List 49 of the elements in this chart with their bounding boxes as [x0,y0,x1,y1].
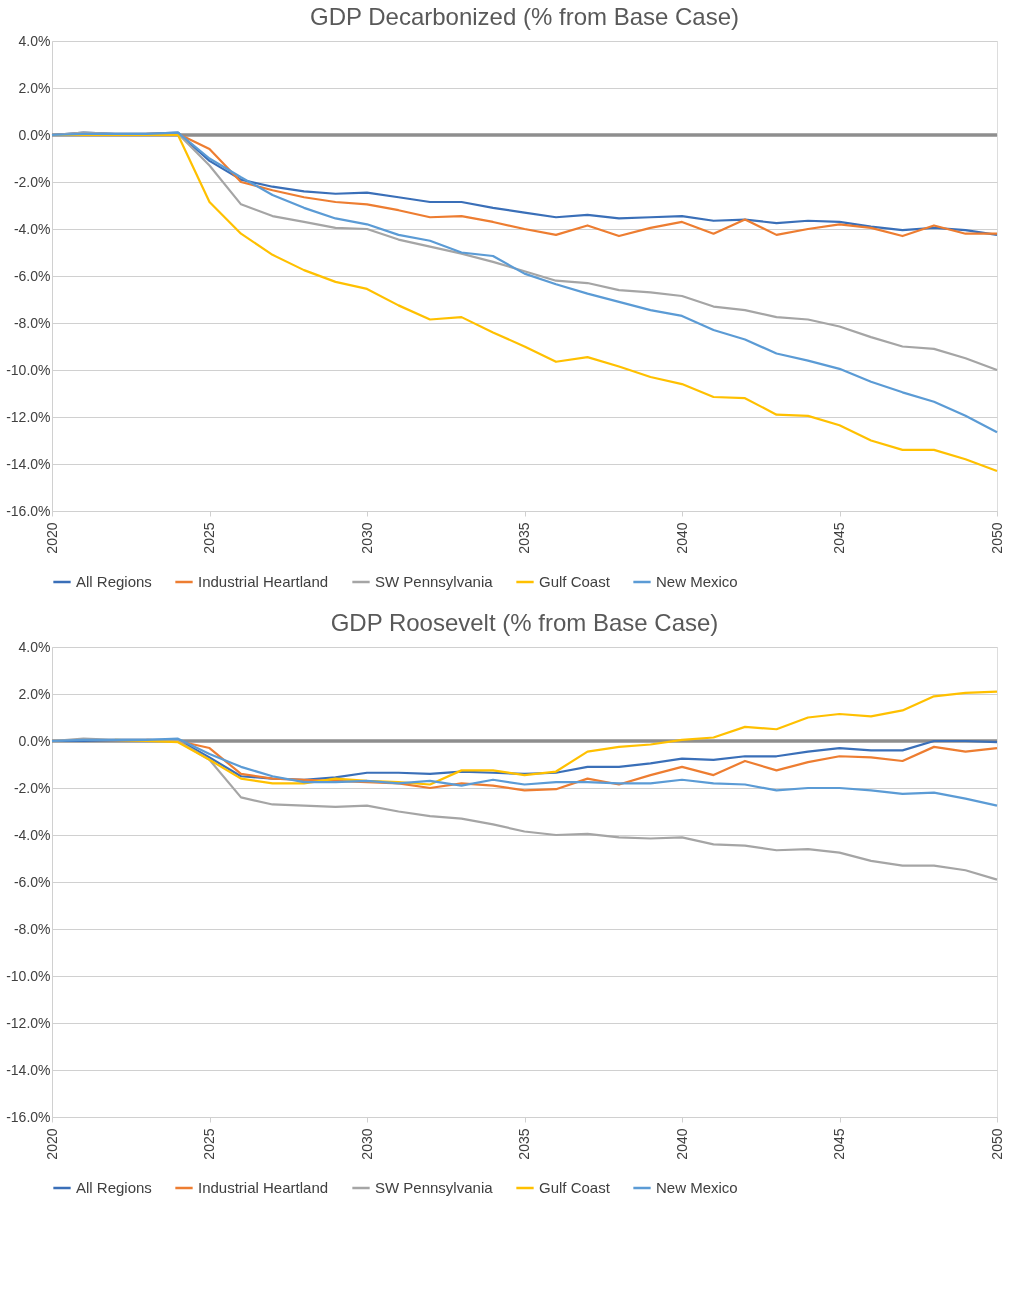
x-tick-label: 2020 [43,1128,60,1160]
y-tick-label: -16.0% [6,1108,51,1125]
y-tick-label: -14.0% [6,1061,51,1078]
legend-label: Industrial Heartland [198,1179,329,1196]
chart-title: GDP Roosevelt (% from Base Case) [330,609,719,636]
y-tick-label: 4.0% [18,638,51,655]
chart-title: GDP Decarbonized (% from Base Case) [309,3,740,30]
x-tick-label: 2025 [201,522,217,554]
x-tick-label: 2030 [358,1128,375,1160]
y-tick-label: -14.0% [6,455,51,472]
y-tick-label: -10.0% [6,967,51,984]
legend-label: Industrial Heartland [198,573,329,590]
y-tick-label: -12.0% [6,1014,51,1031]
y-tick-label: -8.0% [13,314,51,331]
y-tick-label: -10.0% [6,361,51,378]
x-tick-label: 2040 [673,1128,690,1160]
legend-label: New Mexico [656,1179,738,1196]
y-tick-label: -8.0% [13,920,51,937]
y-tick-label: -6.0% [13,873,51,890]
y-tick-label: -2.0% [13,173,51,190]
y-tick-label: -6.0% [13,267,51,284]
x-tick-label: 2040 [673,522,690,554]
line-series [50,737,999,807]
legend-label: SW Pennsylvania [375,1179,494,1196]
x-tick-label: 2035 [516,1128,532,1160]
x-tick-label: 2045 [831,522,847,554]
legend-label: New Mexico [656,573,738,590]
x-tick-label: 2050 [988,522,1005,554]
y-tick-label: -2.0% [13,779,51,796]
y-tick-label: -4.0% [13,826,51,843]
y-tick-label: -16.0% [6,502,51,519]
x-tick-label: 2045 [831,1128,847,1160]
y-tick-label: 0.0% [18,732,51,749]
legend-label: Gulf Coast [539,1179,611,1196]
y-tick-label: 2.0% [18,685,51,702]
y-tick-label: -12.0% [6,408,51,425]
x-tick-label: 2020 [43,522,60,554]
legend-label: All Regions [76,573,152,590]
legend-label: Gulf Coast [539,573,611,590]
y-tick-label: 0.0% [18,126,51,143]
y-tick-label: 2.0% [18,79,51,96]
x-tick-label: 2025 [201,1128,217,1160]
x-tick-label: 2030 [358,522,375,554]
y-tick-label: 4.0% [18,32,51,49]
x-tick-label: 2050 [988,1128,1005,1160]
x-tick-label: 2035 [516,522,532,554]
legend-label: SW Pennsylvania [375,573,494,590]
legend-label: All Regions [76,1179,152,1196]
y-tick-label: -4.0% [13,220,51,237]
